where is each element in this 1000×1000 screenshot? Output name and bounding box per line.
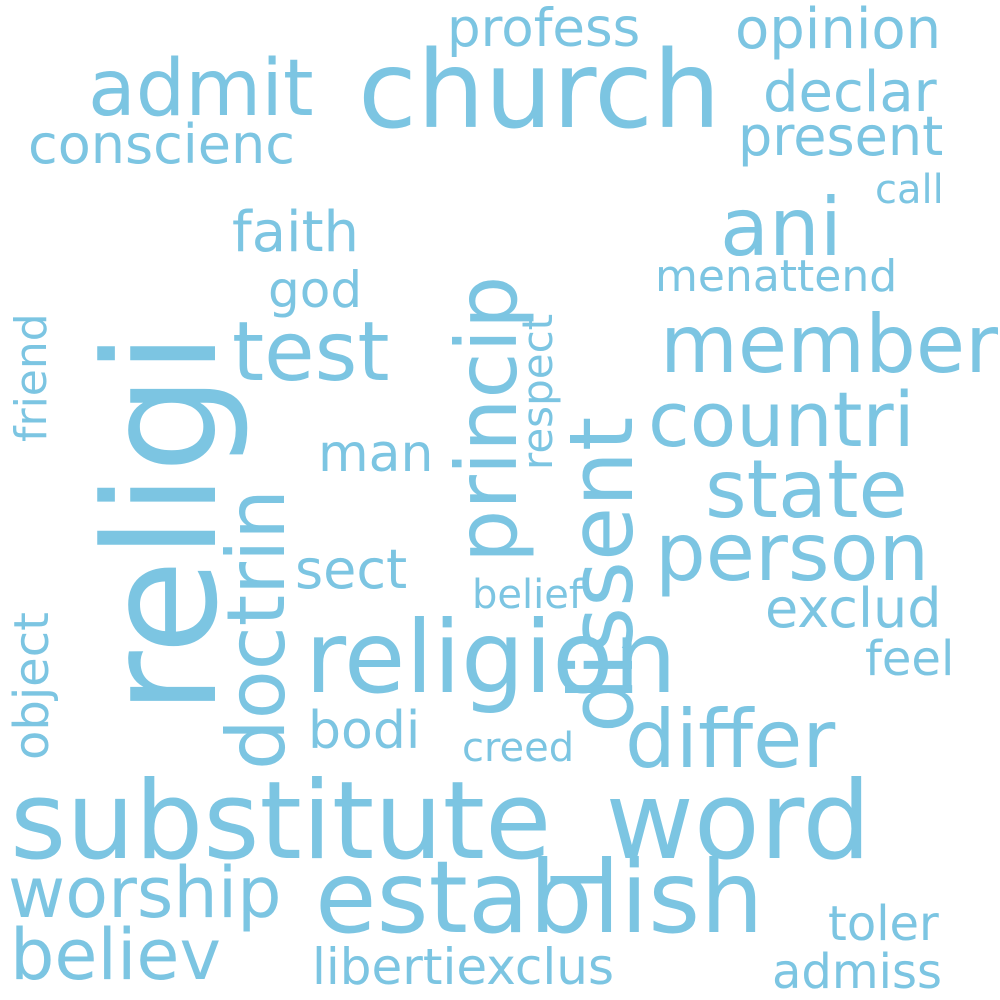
word-conscienc: conscienc: [28, 113, 295, 176]
word-establish: establish: [315, 839, 764, 956]
word-worship: worship: [8, 852, 282, 934]
word-substitute-word: substitute_word: [10, 759, 871, 884]
word-ani: ani: [720, 181, 842, 274]
word-present: present: [738, 105, 944, 168]
word-faith: faith: [232, 200, 360, 265]
word-friend: friend: [6, 313, 57, 442]
word-creed: creed: [462, 725, 575, 771]
word-countri: countri: [648, 375, 915, 464]
word-profess: profess: [447, 0, 641, 59]
word-feel: feel: [865, 631, 955, 687]
word-test: test: [232, 305, 390, 400]
word-respect: respect: [513, 313, 562, 470]
word-menattend: menattend: [655, 251, 898, 302]
word-church: church: [358, 29, 721, 153]
word-object: object: [4, 612, 60, 760]
word-call: call: [875, 167, 944, 213]
word-state: state: [705, 443, 908, 536]
word-bodi: bodi: [308, 701, 421, 761]
word-man: man: [318, 424, 434, 484]
word-member: member: [660, 298, 998, 391]
word-doctrin: doctrin: [210, 489, 303, 770]
word-person: person: [655, 506, 930, 599]
word-exclud: exclud: [765, 577, 942, 640]
word-god: god: [268, 261, 363, 319]
word-opinion: opinion: [735, 0, 942, 62]
word-admit: admit: [88, 44, 314, 134]
word-believ: believ: [10, 914, 221, 996]
word-declar: declar: [763, 60, 937, 125]
word-belief: belief: [472, 572, 583, 618]
word-toler: toler: [828, 896, 939, 952]
word-differ: differ: [625, 693, 836, 786]
word-libertiexclus: libertiexclus: [312, 938, 615, 996]
word-religion: religion: [305, 599, 677, 716]
word-admiss: admiss: [772, 944, 942, 1000]
word-sect: sect: [295, 538, 408, 601]
